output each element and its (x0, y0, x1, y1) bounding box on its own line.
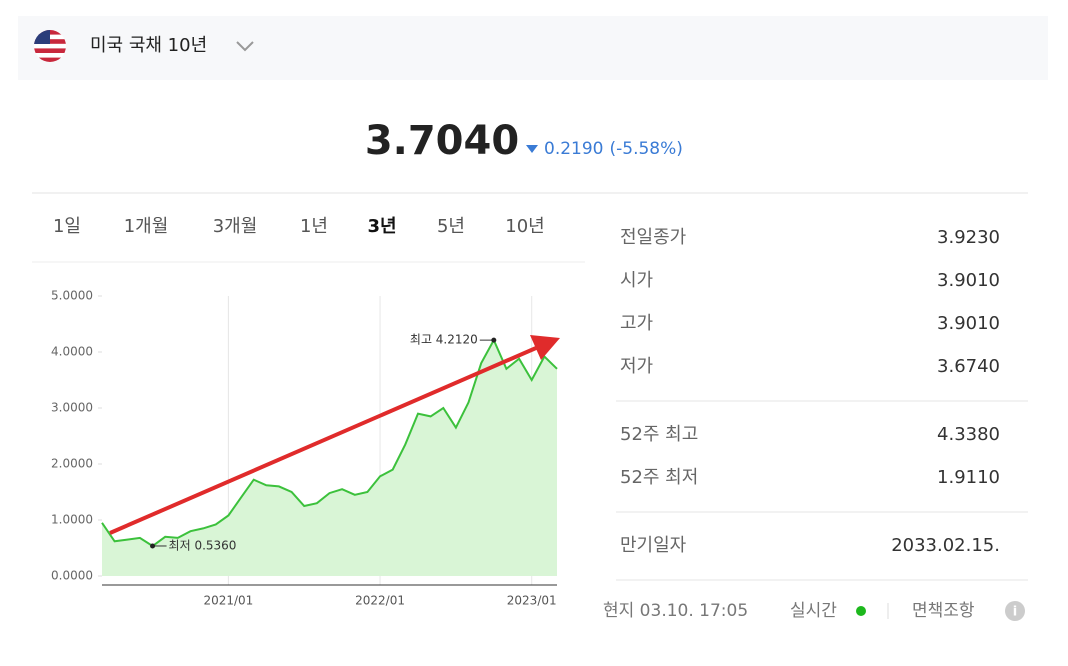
stat-value: 4.3380 (937, 424, 1000, 445)
y-tick-label: 0.0000 (51, 569, 93, 583)
y-tick-label: 5.0000 (51, 289, 93, 303)
stats-table: 전일종가 3.9230 시가 3.9010 고가 3.9010 저가 3.6740 52주 최고… (616, 227, 1028, 581)
annotation-point (491, 337, 497, 343)
stat-value: 3.9010 (937, 313, 1000, 334)
stat-value: 3.9010 (937, 270, 1000, 291)
period-tab[interactable]: 1일 (53, 216, 81, 237)
stat-value: 1.9110 (937, 467, 1000, 488)
period-tab[interactable]: 3개월 (213, 216, 258, 237)
price-change-pct: (-5.58%) (609, 139, 682, 159)
dropdown-chevron[interactable] (236, 41, 254, 52)
annotation-point (150, 543, 156, 549)
footer-status: 실시간 (790, 601, 837, 621)
period-tab[interactable]: 3년 (367, 216, 396, 237)
area (102, 340, 557, 576)
period-tabs: 1일 1개월 3개월 1년 3년 5년 10년 (53, 216, 545, 237)
down-arrow-icon (526, 145, 538, 153)
period-tab[interactable]: 1개월 (124, 216, 169, 237)
header-bar (18, 16, 1048, 80)
stat-value: 3.9230 (937, 227, 1000, 248)
y-tick-label: 1.0000 (51, 513, 93, 527)
annotation-label: 최저 0.5360 (169, 538, 237, 552)
stat-label: 만기일자 (620, 535, 687, 556)
x-tick-label: 2021/01 (203, 594, 253, 608)
footer-time: 현지 03.10. 17:05 (603, 601, 748, 621)
price-change: 0.2190 (544, 139, 603, 159)
info-icon[interactable] (1005, 601, 1025, 621)
stat-label: 시가 (620, 270, 653, 291)
y-tick-label: 4.0000 (51, 345, 93, 359)
disclaimer-link[interactable]: 면책조항 (912, 601, 975, 621)
stat-value: 2033.02.15. (891, 535, 1000, 556)
live-dot (856, 606, 866, 616)
y-tick-label: 2.0000 (51, 457, 93, 471)
x-tick-label: 2022/01 (355, 594, 405, 608)
x-tick-label: 2023/01 (507, 594, 557, 608)
period-tab[interactable]: 10년 (505, 216, 544, 237)
us-flag[interactable] (34, 30, 66, 62)
header-title[interactable]: 미국 국채 10년 (90, 35, 207, 56)
stat-label: 고가 (620, 313, 653, 334)
chart: 0.0000 1.0000 2.0000 3.0000 4.0000 5.0000 2021… (51, 289, 560, 608)
annotation-label: 최고 4.2120 (410, 333, 478, 347)
y-tick-label: 3.0000 (51, 401, 93, 415)
period-tab[interactable]: 5년 (437, 216, 465, 237)
trend-arrow (109, 346, 537, 535)
line (101, 337, 558, 548)
trend-arrow-head (530, 335, 560, 360)
stat-label: 52주 최고 (620, 424, 698, 445)
stat-label: 52주 최저 (620, 467, 698, 488)
period-tab[interactable]: 1년 (300, 216, 328, 237)
stat-label: 저가 (620, 356, 653, 377)
price: 3.7040 (365, 118, 519, 164)
stat-label: 전일종가 (620, 227, 686, 248)
info-icon-glyph: i (1013, 605, 1017, 620)
stat-value: 3.6740 (937, 356, 1000, 377)
